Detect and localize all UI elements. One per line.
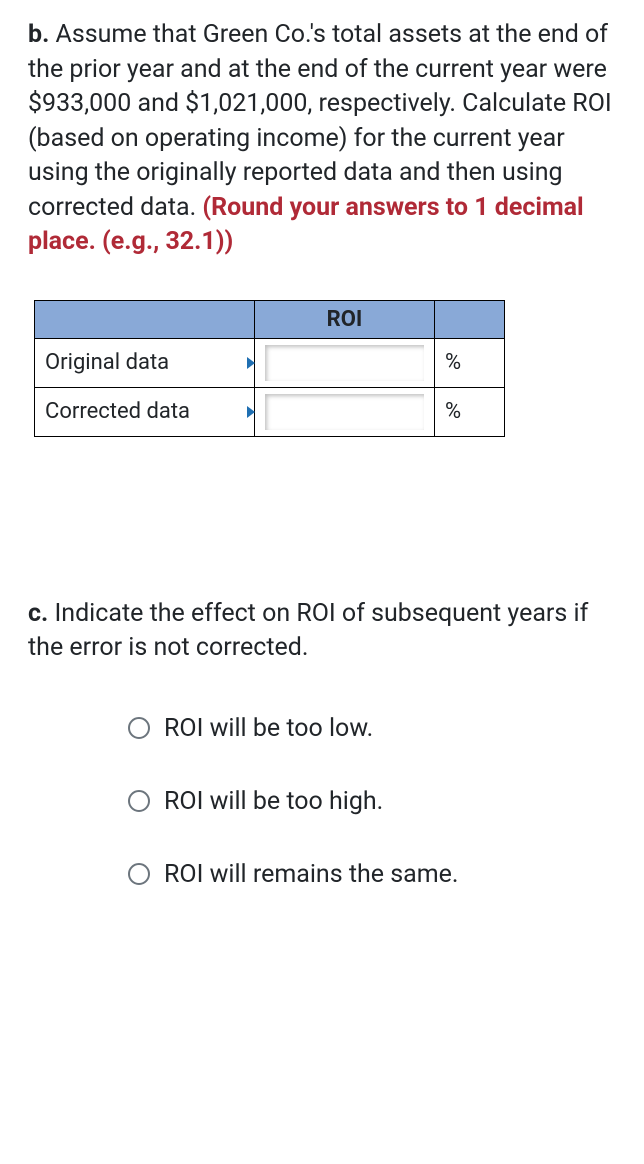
radio-icon[interactable] — [128, 790, 150, 812]
options-group: ROI will be too low. ROI will be too hig… — [28, 714, 616, 889]
option-row[interactable]: ROI will be too low. — [128, 714, 616, 743]
part-c-section: c. Indicate the effect on ROI of subsequ… — [28, 597, 616, 889]
option-label: ROI will be too low. — [164, 714, 373, 743]
option-row[interactable]: ROI will be too high. — [128, 787, 616, 816]
roi-corrected-input[interactable] — [265, 394, 424, 430]
roi-header-unit-empty — [435, 300, 505, 338]
part-c-prompt: c. Indicate the effect on ROI of subsequ… — [28, 597, 616, 666]
roi-header: ROI — [255, 300, 435, 338]
part-c-text: Indicate the effect on ROI of subsequent… — [28, 599, 588, 663]
input-marker-icon — [247, 406, 255, 418]
table-row: Original data % — [35, 338, 505, 387]
row-input-cell-corrected — [255, 387, 435, 436]
part-b-label: b. — [28, 20, 49, 49]
part-c-label: c. — [28, 599, 48, 628]
row-label-original: Original data — [35, 338, 255, 387]
page-container: b. Assume that Green Co.'s total assets … — [0, 0, 644, 909]
table-row: Corrected data % — [35, 387, 505, 436]
input-marker-icon — [247, 357, 255, 369]
roi-original-input[interactable] — [265, 345, 424, 381]
part-b-text: Assume that Green Co.'s total assets at … — [28, 20, 612, 222]
row-input-cell-original — [255, 338, 435, 387]
row-unit-corrected: % — [435, 387, 505, 436]
option-label: ROI will remains the same. — [164, 860, 459, 889]
roi-table-header-row: ROI — [35, 300, 505, 338]
part-b-prompt: b. Assume that Green Co.'s total assets … — [28, 18, 616, 260]
radio-icon[interactable] — [128, 863, 150, 885]
roi-header-empty — [35, 300, 255, 338]
row-label-corrected: Corrected data — [35, 387, 255, 436]
option-row[interactable]: ROI will remains the same. — [128, 860, 616, 889]
roi-table: ROI Original data % Corrected data % — [34, 300, 505, 437]
row-unit-original: % — [435, 338, 505, 387]
radio-icon[interactable] — [128, 717, 150, 739]
option-label: ROI will be too high. — [164, 787, 383, 816]
